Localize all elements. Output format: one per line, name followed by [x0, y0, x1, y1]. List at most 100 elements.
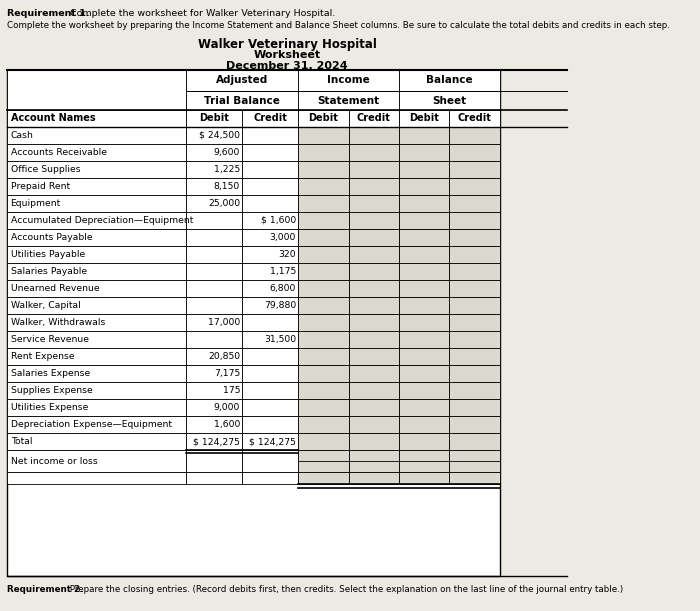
- Bar: [7, 263, 186, 280]
- Text: Requirement 2.: Requirement 2.: [7, 585, 83, 595]
- Bar: [242, 399, 298, 416]
- Bar: [349, 331, 399, 348]
- Bar: [298, 70, 399, 92]
- Bar: [186, 212, 242, 229]
- Bar: [298, 161, 349, 178]
- Bar: [242, 161, 298, 178]
- Bar: [399, 365, 449, 382]
- Bar: [298, 314, 349, 331]
- Bar: [449, 280, 500, 297]
- Bar: [349, 365, 399, 382]
- Bar: [349, 263, 399, 280]
- Bar: [449, 229, 500, 246]
- Text: $ 124,275: $ 124,275: [249, 437, 296, 446]
- Text: Requirement 1.: Requirement 1.: [7, 9, 90, 18]
- Text: Office Supplies: Office Supplies: [10, 165, 80, 174]
- Text: 25,000: 25,000: [208, 199, 240, 208]
- Text: Accounts Receivable: Accounts Receivable: [10, 148, 106, 157]
- Bar: [7, 178, 186, 195]
- Bar: [298, 472, 349, 485]
- Text: Balance: Balance: [426, 75, 473, 86]
- Text: 1,600: 1,600: [214, 420, 240, 429]
- Bar: [186, 433, 242, 450]
- Bar: [449, 450, 500, 472]
- Bar: [7, 70, 500, 576]
- Bar: [242, 109, 298, 126]
- Text: Credit: Credit: [357, 113, 391, 123]
- Bar: [449, 399, 500, 416]
- Bar: [399, 331, 449, 348]
- Bar: [186, 161, 242, 178]
- Bar: [449, 212, 500, 229]
- Text: Accumulated Depreciation—Equipment: Accumulated Depreciation—Equipment: [10, 216, 193, 225]
- Bar: [298, 92, 399, 109]
- Bar: [7, 126, 186, 144]
- Bar: [7, 382, 186, 399]
- Text: Debit: Debit: [199, 113, 229, 123]
- Bar: [7, 280, 186, 297]
- Text: 20,850: 20,850: [208, 352, 240, 361]
- Bar: [7, 195, 186, 212]
- Text: Trial Balance: Trial Balance: [204, 95, 280, 106]
- Bar: [242, 178, 298, 195]
- Bar: [349, 161, 399, 178]
- Text: Complete the worksheet by preparing the Income Statement and Balance Sheet colum: Complete the worksheet by preparing the …: [7, 21, 670, 30]
- Text: Income: Income: [328, 75, 370, 86]
- Text: Credit: Credit: [253, 113, 287, 123]
- Bar: [298, 195, 349, 212]
- Bar: [349, 433, 399, 450]
- Bar: [349, 195, 399, 212]
- Bar: [186, 109, 242, 126]
- Text: December 31, 2024: December 31, 2024: [226, 61, 348, 71]
- Text: 17,000: 17,000: [208, 318, 240, 327]
- Text: 8,150: 8,150: [214, 182, 240, 191]
- Bar: [349, 126, 399, 144]
- Bar: [349, 297, 399, 314]
- Bar: [186, 365, 242, 382]
- Bar: [186, 229, 242, 246]
- Bar: [349, 229, 399, 246]
- Bar: [242, 331, 298, 348]
- Bar: [7, 229, 186, 246]
- Bar: [349, 212, 399, 229]
- Text: Accounts Payable: Accounts Payable: [10, 233, 92, 242]
- Text: Unearned Revenue: Unearned Revenue: [10, 284, 99, 293]
- Bar: [449, 382, 500, 399]
- Text: Net income or loss: Net income or loss: [10, 457, 97, 466]
- Bar: [298, 348, 349, 365]
- Bar: [298, 416, 349, 433]
- Bar: [242, 229, 298, 246]
- Text: Prepaid Rent: Prepaid Rent: [10, 182, 70, 191]
- Text: 9,000: 9,000: [214, 403, 240, 412]
- Bar: [449, 144, 500, 161]
- Bar: [349, 144, 399, 161]
- Bar: [242, 450, 298, 472]
- Text: Rent Expense: Rent Expense: [10, 352, 74, 361]
- Bar: [7, 297, 186, 314]
- Text: 31,500: 31,500: [264, 335, 296, 344]
- Bar: [349, 314, 399, 331]
- Bar: [399, 70, 500, 92]
- Bar: [449, 314, 500, 331]
- Bar: [399, 161, 449, 178]
- Bar: [399, 382, 449, 399]
- Bar: [242, 433, 298, 450]
- Bar: [7, 314, 186, 331]
- Bar: [242, 314, 298, 331]
- Bar: [399, 229, 449, 246]
- Bar: [242, 348, 298, 365]
- Bar: [186, 263, 242, 280]
- Bar: [399, 212, 449, 229]
- Text: Utilities Expense: Utilities Expense: [10, 403, 88, 412]
- Text: Debit: Debit: [410, 113, 439, 123]
- Bar: [186, 144, 242, 161]
- Bar: [186, 280, 242, 297]
- Bar: [449, 126, 500, 144]
- Bar: [7, 70, 186, 109]
- Bar: [7, 144, 186, 161]
- Bar: [186, 126, 242, 144]
- Bar: [7, 450, 186, 472]
- Bar: [7, 246, 186, 263]
- Bar: [7, 109, 186, 126]
- Bar: [399, 109, 449, 126]
